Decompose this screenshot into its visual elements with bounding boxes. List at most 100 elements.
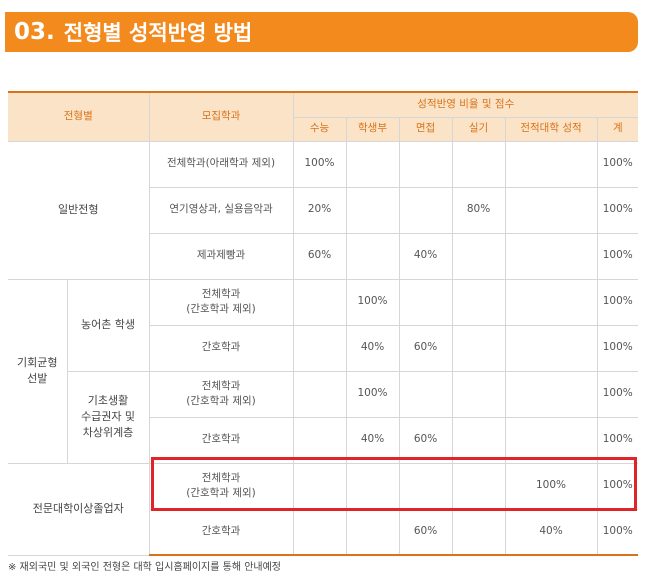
value-cell: 100% <box>596 232 639 280</box>
subcategory-label-line: 기초생활 <box>87 394 129 408</box>
value-cell: 100% <box>596 140 639 188</box>
value-cell <box>345 462 400 510</box>
dept-cell: 전체학과 (간호학과 제외) <box>148 462 294 510</box>
value-cell: 100% <box>596 370 639 418</box>
table-row: 기회균형 선발 농어촌 학생 전체학과 (간호학과 제외) 100% 100% <box>8 278 639 464</box>
value-cell: 80% <box>451 186 506 234</box>
dept-label-line: (간호학과 제외) <box>186 487 256 499</box>
value-cell: 100% <box>504 462 598 510</box>
subcategory-low-income: 기초생활 수급권자 및 차상위계층 <box>67 370 150 464</box>
value-cell <box>292 416 347 464</box>
header-col-practical: 실기 <box>451 116 506 142</box>
value-cell: 40% <box>345 416 400 464</box>
value-cell: 60% <box>398 416 453 464</box>
value-cell: 100% <box>292 140 347 188</box>
subcategory-label-line: 농어촌 학생 <box>80 318 136 332</box>
category-general: 일반전형 <box>8 140 150 280</box>
header-col-record: 학생부 <box>345 116 400 142</box>
value-cell <box>345 508 400 556</box>
value-cell <box>504 370 598 418</box>
header-ratio-group: 성적반영 비율 및 점수 <box>292 91 639 118</box>
score-table: 전형별 모집학과 성적반영 비율 및 점수 수능 학생부 면접 실기 전적대학 … <box>8 91 639 556</box>
value-cell <box>398 278 453 326</box>
table-row: 간호학과 40% 60% 100% <box>8 416 639 464</box>
subcategory-rural: 농어촌 학생 <box>66 278 150 372</box>
category-label-line: 기회균형 <box>17 356 58 370</box>
dept-label-line: (간호학과 제외) <box>186 395 256 407</box>
dept-cell: 전체학과 (간호학과 제외) <box>148 278 294 326</box>
dept-cell: 간호학과 <box>149 508 294 556</box>
subcategory-label-line: 수급권자 및 <box>80 410 136 424</box>
value-cell <box>451 370 506 418</box>
value-cell <box>451 416 506 464</box>
value-cell: 100% <box>345 370 400 418</box>
value-cell: 20% <box>292 186 347 234</box>
category-label-line: 선발 <box>27 372 48 385</box>
header-col-interview: 면접 <box>398 116 453 142</box>
header-col-total: 계 <box>596 116 639 142</box>
value-cell <box>504 324 598 372</box>
value-cell <box>451 278 506 326</box>
table-row: 제과제빵과 60% 40% 100% <box>8 232 639 280</box>
value-cell: 100% <box>596 416 639 464</box>
dept-label-line: 전체학과 <box>201 471 241 484</box>
dept-cell: 간호학과 <box>149 416 294 464</box>
value-cell <box>398 140 453 188</box>
value-cell <box>504 278 598 326</box>
section-title: 전형별 성적반영 방법 <box>63 21 253 45</box>
dept-cell: 전체학과 (간호학과 제외) <box>148 370 294 418</box>
value-cell <box>504 140 598 188</box>
header-col-prior-college: 전적대학 성적 <box>504 116 598 142</box>
value-cell <box>398 370 453 418</box>
table-row: 일반전형 전체학과(아래학과 제외) 100% 100% <box>8 140 639 280</box>
value-cell <box>292 462 347 510</box>
value-cell <box>292 324 347 372</box>
section-number: 03. <box>14 19 55 45</box>
value-cell <box>345 232 400 280</box>
value-cell <box>345 186 400 234</box>
value-cell <box>504 186 598 234</box>
value-cell: 60% <box>292 232 347 280</box>
value-cell <box>292 278 347 326</box>
value-cell <box>398 186 453 234</box>
value-cell <box>504 416 598 464</box>
dept-cell: 제과제빵과 <box>149 232 294 280</box>
dept-cell: 전체학과(아래학과 제외) <box>148 140 294 188</box>
header-col-suneung: 수능 <box>293 116 347 142</box>
table-row: 간호학과 60% 40% 100% <box>8 508 639 556</box>
dept-label-line: 전체학과 <box>201 287 241 300</box>
value-cell <box>398 462 453 510</box>
header-type: 전형별 <box>8 91 150 142</box>
value-cell <box>504 232 598 280</box>
dept-label-line: (간호학과 제외) <box>186 303 256 315</box>
table-row: 전문대학이상졸업자 전체학과 (간호학과 제외) 100% 100% <box>8 462 639 556</box>
value-cell <box>451 140 506 188</box>
value-cell: 40% <box>504 508 598 556</box>
section-banner: 03. 전형별 성적반영 방법 <box>5 12 638 52</box>
header-dept: 모집학과 <box>148 91 294 142</box>
value-cell <box>451 324 506 372</box>
value-cell: 60% <box>398 324 453 372</box>
value-cell <box>292 370 347 418</box>
value-cell: 40% <box>345 324 400 372</box>
footnote: ※ 재외국민 및 외국인 전형은 대학 입시홈페이지를 통해 안내예정 <box>8 562 282 573</box>
subcategory-label-line: 차상위계층 <box>82 425 134 439</box>
value-cell <box>451 232 506 280</box>
dept-label-line: 전체학과 <box>201 379 241 392</box>
category-equal-opportunity: 기회균형 선발 <box>8 278 68 464</box>
value-cell: 40% <box>398 232 453 280</box>
value-cell <box>345 140 400 188</box>
value-cell: 100% <box>345 278 400 326</box>
dept-cell: 간호학과 <box>149 324 294 372</box>
value-cell <box>451 508 506 556</box>
value-cell: 100% <box>596 278 639 326</box>
dept-cell: 연기영상과, 실용음악과 <box>149 186 294 234</box>
value-cell: 100% <box>596 508 639 556</box>
table-row: 기초생활 수급권자 및 차상위계층 전체학과 (간호학과 제외) 100% 10… <box>8 370 639 464</box>
value-cell: 100% <box>596 462 639 510</box>
value-cell <box>292 508 347 556</box>
category-college-graduate: 전문대학이상졸업자 <box>8 462 150 556</box>
value-cell: 60% <box>398 508 453 556</box>
value-cell <box>451 462 506 510</box>
value-cell: 100% <box>596 324 639 372</box>
